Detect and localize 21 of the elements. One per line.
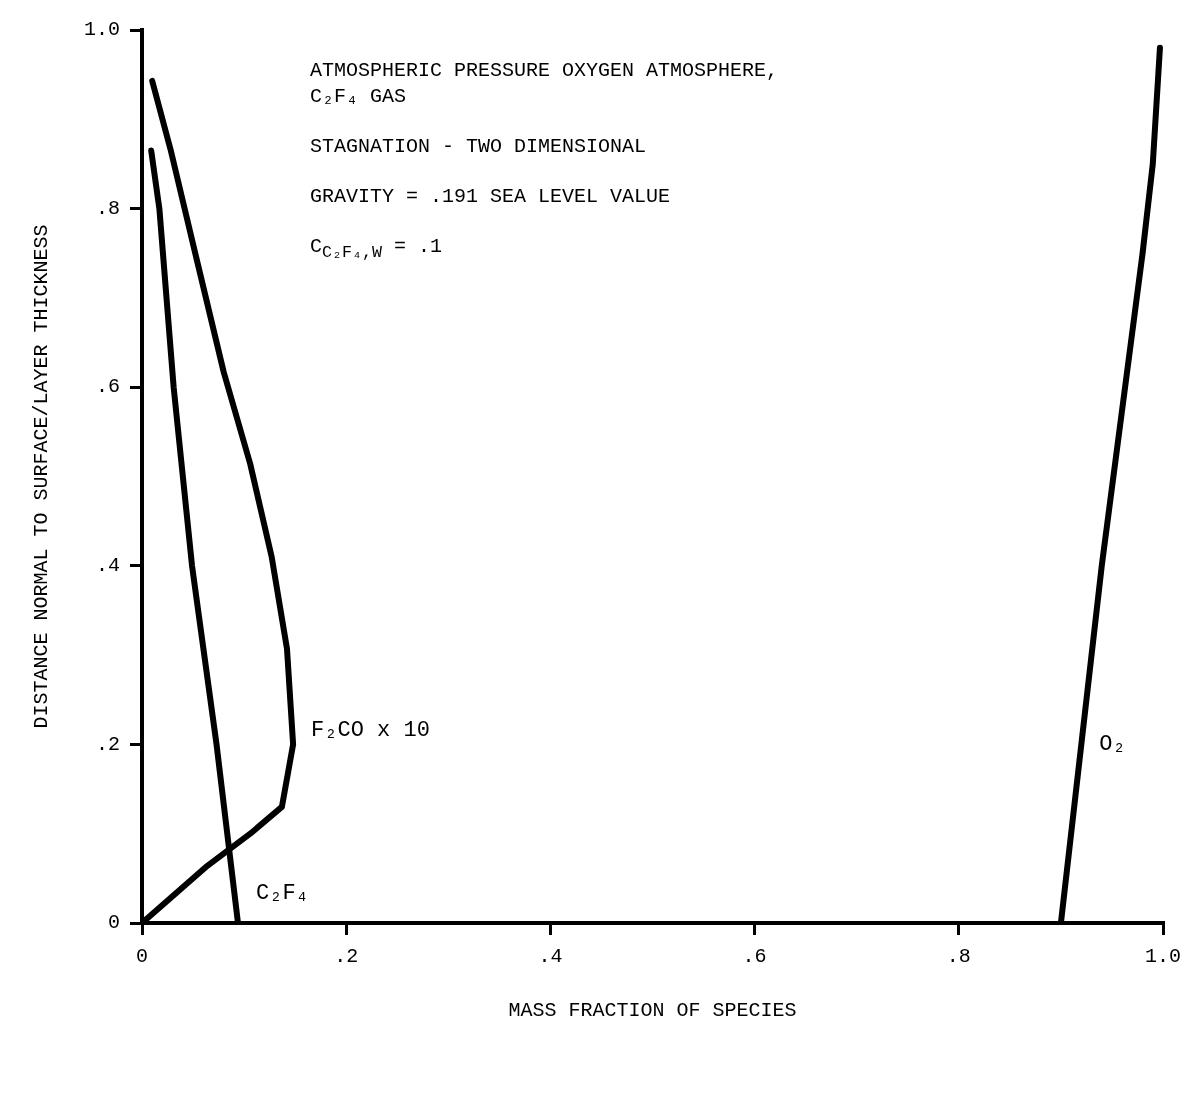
annotation: GRAVITY = .191 SEA LEVEL VALUE	[310, 184, 672, 210]
x-tick-label: .6	[742, 945, 767, 969]
annotation: C$_{C₂F₄,W}$ = .1	[310, 234, 443, 264]
x-tick-label: .2	[334, 945, 359, 969]
x-tick-label: .4	[538, 945, 563, 969]
annotation: STAGNATION - TWO DIMENSIONAL	[310, 134, 648, 160]
series-label: O₂	[1099, 732, 1126, 758]
series-label: F₂CO x 10	[311, 718, 430, 744]
annotation: ATMOSPHERIC PRESSURE OXYGEN ATMOSPHERE, C₂F₄ GAS	[310, 58, 779, 110]
y-tick-label: .8	[95, 196, 121, 220]
x-tick-label: .8	[946, 945, 971, 969]
y-tick-label: .4	[95, 554, 121, 578]
x-tick-label: 1.0	[1144, 945, 1182, 969]
y-axis-title: DISTANCE NORMAL TO SURFACE/LAYER THICKNESS	[30, 224, 54, 729]
x-tick-label: 0	[136, 945, 149, 969]
x-axis-title: MASS FRACTION OF SPECIES	[508, 999, 797, 1023]
series-label: C₂F₄	[255, 880, 309, 906]
y-tick-label: 1.0	[83, 18, 121, 42]
y-tick-label: 0	[107, 911, 121, 935]
y-tick-label: .2	[95, 732, 121, 756]
y-tick-label: .6	[95, 375, 121, 399]
